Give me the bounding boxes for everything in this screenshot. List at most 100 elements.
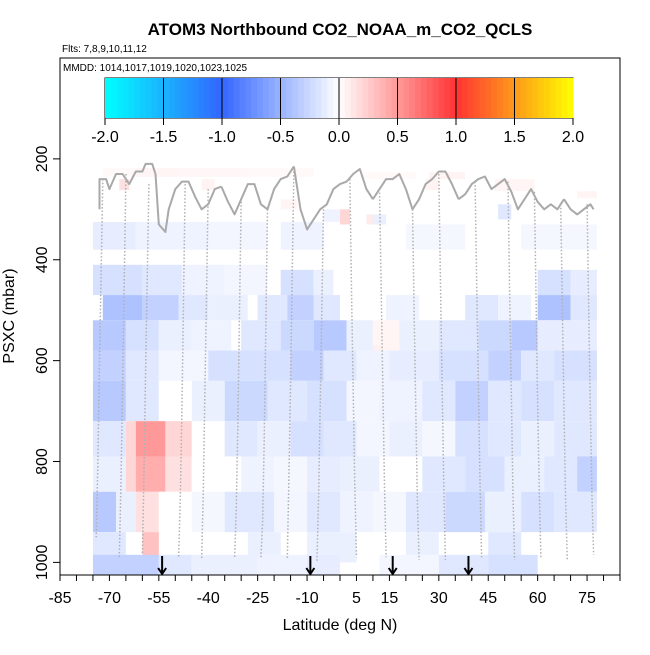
- colorbar-tick-label-3: -0.5: [267, 129, 295, 146]
- colorbar-segment-40: [339, 78, 346, 118]
- heatmap-cell-142: [307, 554, 340, 575]
- heatmap-cell-111: [379, 456, 423, 492]
- colorbar-segment-57: [438, 78, 445, 118]
- heatmap-cell-94: [323, 421, 357, 457]
- heatmap-cell-49: [280, 320, 314, 351]
- lat-marker-arrow-3: [463, 556, 474, 576]
- heatmap-cell-55: [478, 320, 512, 351]
- colorbar-segment-23: [239, 78, 246, 118]
- colorbar-segment-13: [181, 78, 188, 118]
- heatmap-cell-8: [119, 179, 130, 191]
- heatmap-cell-68: [438, 350, 489, 381]
- heatmap-cell-31: [570, 269, 597, 296]
- heatmap-cell-144: [438, 554, 489, 575]
- chart-title: ATOM3 Northbound CO2_NOAA_m_CO2_QCLS: [148, 20, 533, 39]
- heatmap-cell-61: [158, 350, 209, 381]
- heatmap-cell-139: [158, 554, 192, 575]
- colorbar-tick-label-6: 1.0: [445, 129, 467, 146]
- heatmap-cell-92: [257, 421, 291, 457]
- heatmap-cell-118: [116, 491, 136, 533]
- colorbar-segment-38: [327, 78, 334, 118]
- heatmap-cell-67: [389, 350, 439, 381]
- heatmap-cell-20: [208, 221, 268, 250]
- y-tick-label-1: 400: [34, 246, 51, 273]
- heatmap-cell-17: [498, 204, 512, 220]
- heatmap-cell-141: [257, 554, 308, 575]
- heatmap-cell-21: [280, 221, 324, 250]
- heatmap-cell-64: [290, 350, 324, 381]
- colorbar-segment-46: [374, 78, 381, 118]
- colorbar-segment-48: [385, 78, 393, 118]
- y-tick-label-4: 1000: [34, 544, 51, 580]
- heatmap-cell-44: [92, 320, 126, 351]
- lat-marker-arrow-0: [157, 556, 167, 576]
- heatmap-cell-30: [537, 269, 571, 296]
- heatmap-cell-77: [267, 380, 308, 422]
- heatmap-cell-66: [356, 350, 390, 381]
- colorbar-segment-2: [116, 78, 124, 118]
- heatmap-cell-25: [142, 264, 182, 296]
- flight-track-4: [372, 170, 460, 211]
- profile-track-4: [200, 189, 209, 560]
- colorbar-segment-3: [122, 78, 129, 118]
- colorbar-segment-47: [379, 78, 387, 118]
- heatmap-cell-103: [125, 456, 136, 492]
- colorbar-segment-68: [502, 78, 510, 118]
- colorbar-segment-29: [274, 78, 282, 118]
- profile-track-10: [378, 189, 387, 558]
- colorbar-segment-16: [198, 78, 206, 118]
- colorbar-segment-35: [309, 78, 317, 118]
- heatmap-cell-106: [191, 456, 242, 492]
- profile-track-14: [507, 181, 516, 560]
- heatmap-cell-29: [313, 269, 334, 296]
- colorbar-segment-19: [216, 78, 223, 118]
- heatmap-cell-22: [405, 224, 466, 250]
- colorbar-segment-1: [110, 78, 118, 118]
- heatmap-cell-84: [521, 380, 555, 422]
- dates-note: MMDD: 1014,1017,1019,1020,1023,1025: [63, 63, 247, 74]
- colorbar-segment-7: [145, 78, 153, 118]
- heatmap-cell-117: [92, 491, 116, 533]
- colorbar-segment-60: [456, 78, 463, 118]
- colorbar-segment-59: [450, 78, 457, 118]
- x-tick-label-8: 30: [430, 590, 448, 607]
- colorbar-segment-37: [321, 78, 328, 118]
- heatmap-cell-15: [323, 209, 340, 222]
- heatmap-cell-121: [191, 491, 225, 533]
- colorbar-segment-56: [432, 78, 440, 118]
- colorbar-segment-14: [186, 78, 194, 118]
- colorbar-segment-77: [555, 78, 562, 118]
- colorbar-segment-18: [210, 78, 217, 118]
- profile-track-13: [474, 181, 483, 558]
- colorbar-tick-label-1: -1.5: [150, 129, 178, 146]
- heatmap-cell-104: [135, 456, 166, 492]
- heatmap-cell-105: [165, 456, 192, 492]
- heatmap-cell-26: [181, 264, 225, 296]
- heatmap-cell-32: [102, 295, 143, 321]
- x-tick-label-9: 45: [479, 590, 497, 607]
- heatmap-cell-42: [537, 295, 571, 321]
- colorbar-segment-69: [508, 78, 516, 118]
- colorbar-segment-72: [526, 78, 533, 118]
- colorbar: -2.0 -1.5 -1.0 -0.5 0.0 0.5 1.0 1.5 2.0: [91, 78, 584, 146]
- colorbar-segment-0: [105, 78, 112, 118]
- heatmap-cell-127: [405, 491, 446, 533]
- heatmap-cell-87: [125, 421, 136, 457]
- x-axis-label: Latitude (deg N): [283, 617, 398, 634]
- heatmap-cell-140: [191, 554, 258, 575]
- heatmap-cell-18: [92, 221, 136, 250]
- profile-track-0: [95, 179, 104, 538]
- heatmap-cell-7: [577, 191, 597, 199]
- colorbar-segment-4: [128, 78, 135, 118]
- heatmap-cell-3: [247, 167, 314, 178]
- colorbar-segment-70: [514, 78, 521, 118]
- colorbar-segment-12: [175, 78, 182, 118]
- heatmap-cell-116: [577, 456, 597, 492]
- colorbar-segment-79: [567, 78, 574, 118]
- lat-marker-arrow-2: [387, 556, 398, 576]
- heatmap-cell-50: [313, 320, 347, 351]
- colorbar-segment-22: [233, 78, 241, 118]
- heatmap-cell-62: [208, 350, 258, 381]
